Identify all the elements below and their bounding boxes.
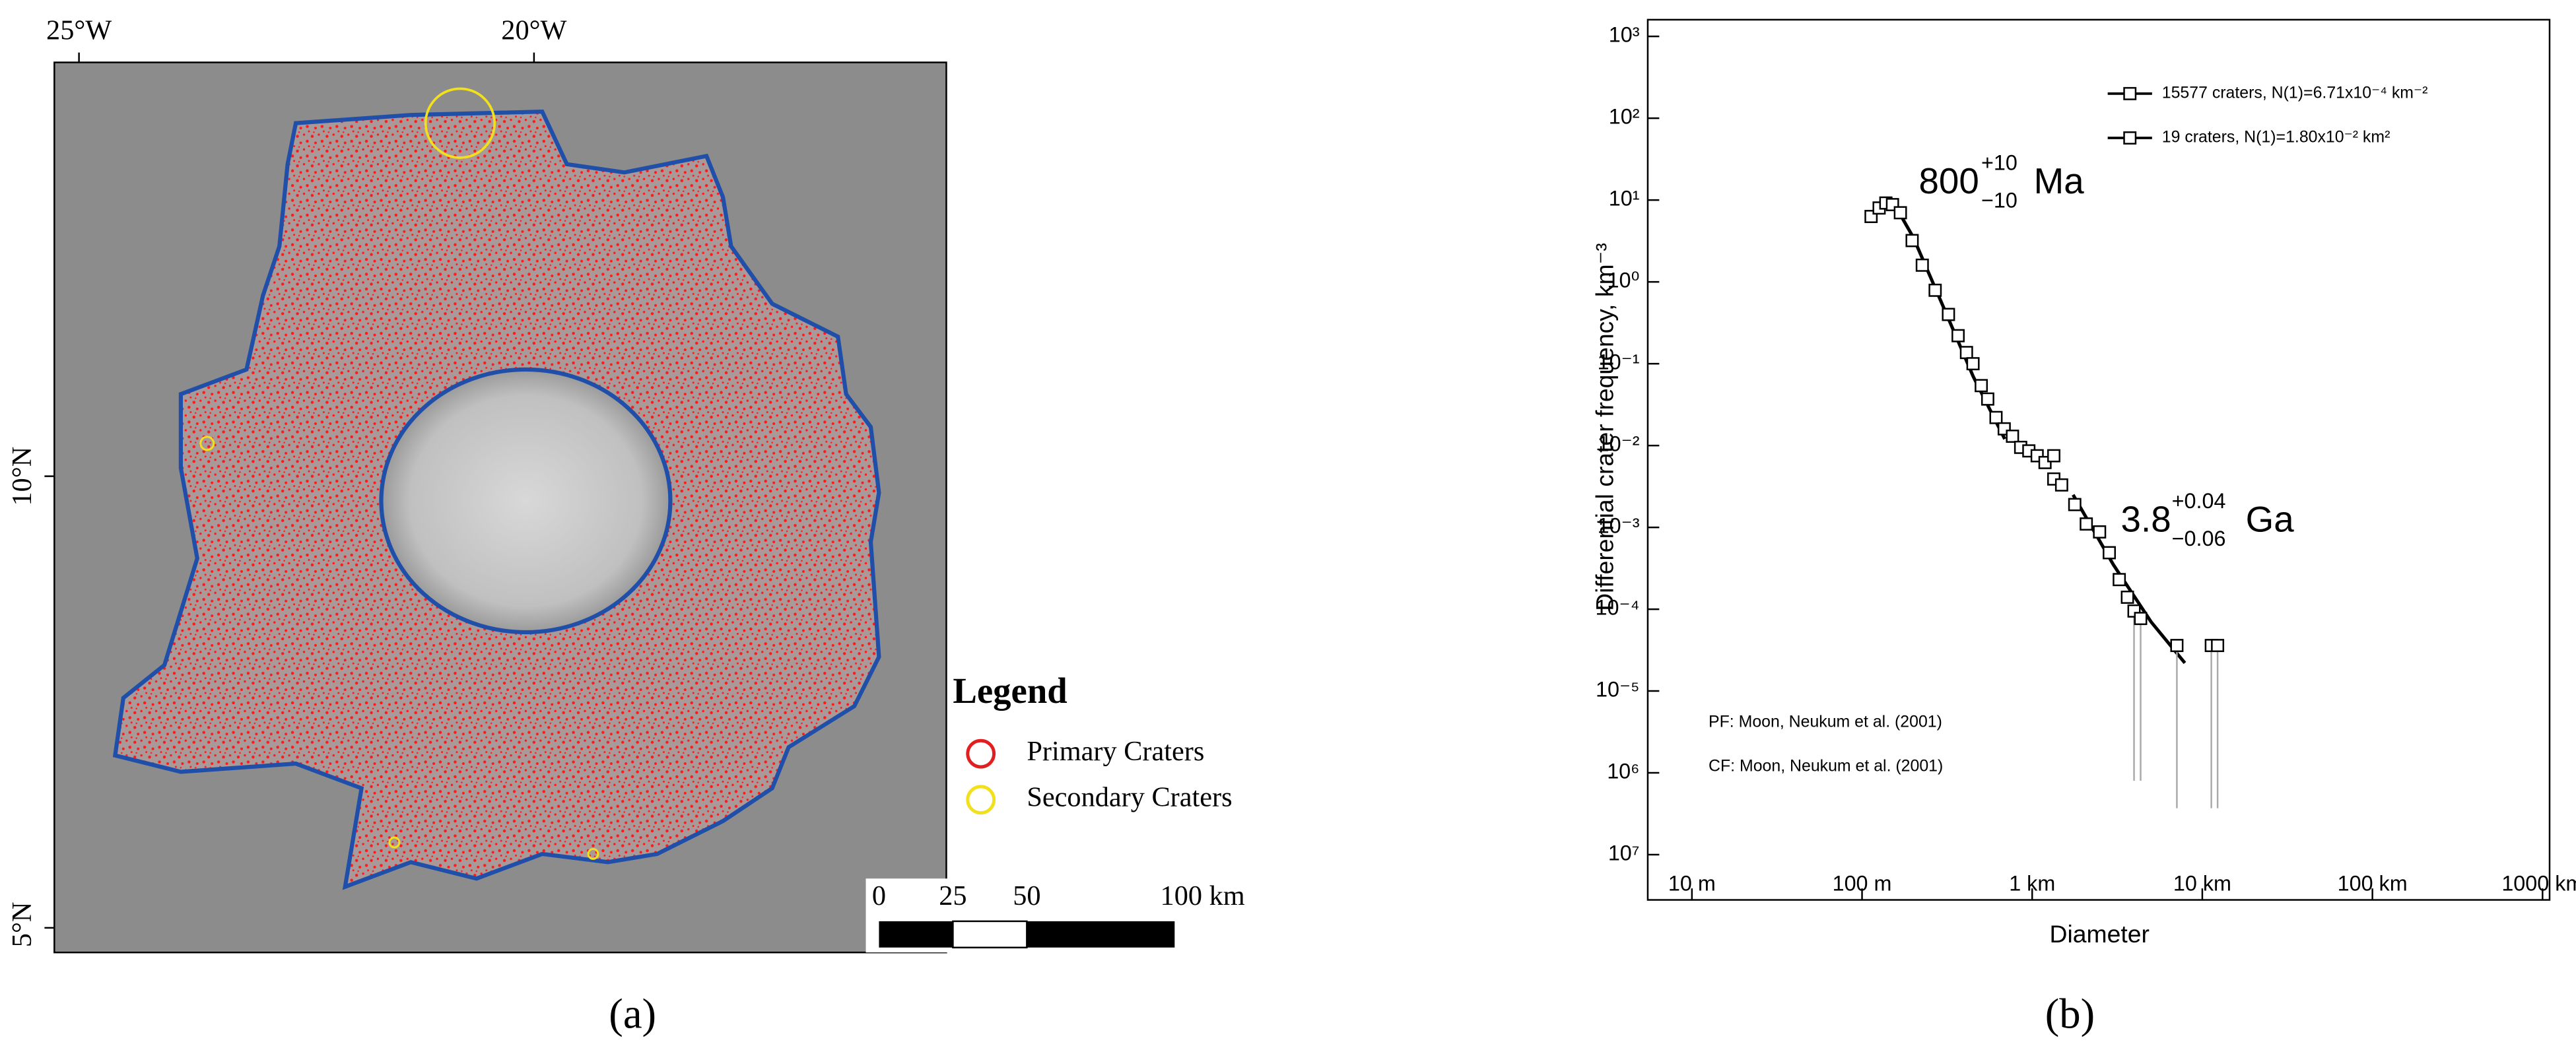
data-point — [2134, 612, 2148, 626]
data-point — [1981, 392, 1994, 406]
caption: (a) — [609, 990, 656, 1037]
data-point — [1966, 357, 1980, 371]
annotation: PF: Moon, Neukum et al. (2001) — [1709, 712, 1942, 731]
data-point — [2211, 639, 2225, 653]
data-point — [1975, 379, 1988, 393]
legend-label: Secondary Craters — [1027, 781, 1232, 812]
y-tick-label: 10² — [1609, 105, 1640, 129]
y-tick-label: 10⁶ — [1607, 760, 1639, 783]
annotation: −10 — [1981, 189, 2017, 213]
scale-label: 50 — [1013, 880, 1040, 911]
lat-label: 10°N — [7, 447, 38, 506]
lon-label: 20°W — [501, 15, 566, 46]
scale-segment — [879, 921, 953, 948]
secondary-crater — [424, 87, 496, 159]
legend-label: 19 craters, N(1)=1.80x10⁻² km² — [2162, 128, 2390, 147]
map-legend: Primary Craters Secondary Craters — [966, 736, 1233, 815]
data-point — [1905, 234, 1919, 247]
y-tick-label: 10⁻⁵ — [1596, 678, 1639, 702]
x-tick-label: 10 km — [2173, 872, 2231, 896]
x-axis-label: Diameter — [2050, 920, 2150, 948]
legend-label: Primary Craters — [1027, 736, 1204, 767]
y-tick-label: 10⁻⁴ — [1596, 596, 1640, 620]
data-point — [1951, 329, 1965, 343]
legend-title: Legend — [953, 671, 1067, 711]
y-tick-label: 10⁻² — [1598, 432, 1640, 456]
plot-frame — [1646, 18, 2551, 901]
data-point — [2113, 573, 2126, 587]
secondary-crater — [587, 847, 599, 860]
data-point — [2006, 430, 2019, 443]
legend-swatch — [966, 785, 996, 815]
y-tick-label: 10⁻¹ — [1598, 350, 1640, 374]
secondary-crater — [199, 436, 215, 451]
scale-label: 25 — [939, 880, 966, 911]
data-point — [2080, 517, 2093, 531]
annotation: CF: Moon, Neukum et al. (2001) — [1709, 757, 1943, 775]
annotation: Ga — [2246, 499, 2295, 540]
x-tick-label: 100 m — [1833, 872, 1892, 896]
data-point — [2054, 478, 2068, 492]
annotation: 3.8 — [2121, 499, 2171, 540]
data-point — [2103, 546, 2117, 560]
annotation: +0.04 — [2172, 489, 2226, 513]
annotation: 800 — [1918, 160, 1979, 201]
legend-label: 15577 craters, N(1)=6.71x10⁻⁴ km⁻² — [2162, 83, 2428, 102]
scale-segment — [1027, 921, 1175, 948]
x-tick-label: 10 m — [1668, 872, 1716, 896]
chart: 800 +10 −10 Ma 3.8 +0.04 −0.06 Ga PF: Mo… — [1591, 18, 2576, 1037]
data-point — [2047, 449, 2060, 463]
annotation: +10 — [1981, 150, 2017, 174]
lat-label: 5°N — [7, 902, 38, 948]
data-point — [2120, 590, 2134, 604]
x-tick-label: 100 km — [2338, 872, 2408, 896]
data-point — [1915, 258, 1929, 272]
y-axis-label: Differential crater frequency, km⁻³ — [1591, 243, 1619, 610]
legend-swatch — [966, 738, 996, 769]
data-point — [2170, 639, 2184, 653]
crater-floor — [379, 367, 673, 635]
scale-label: 100 km — [1161, 880, 1245, 911]
data-point — [1959, 346, 1973, 360]
data-point — [1928, 283, 1942, 297]
data-point — [1893, 206, 1907, 220]
legend-marker — [2123, 86, 2137, 100]
y-tick-label: 10¹ — [1609, 187, 1640, 211]
data-point — [1942, 308, 1955, 321]
data-point — [2093, 525, 2107, 539]
map: 25°W 20°W 10°N 5°N Legend Primary Crater… — [7, 15, 1257, 1037]
annotation: Ma — [2034, 160, 2085, 201]
data-point — [1989, 410, 2003, 424]
data-point — [2068, 498, 2082, 511]
y-tick-label: 10⁻³ — [1598, 514, 1640, 538]
x-tick-label: 1 km — [2009, 872, 2055, 896]
caption: (b) — [2045, 990, 2095, 1037]
lon-label: 25°W — [46, 15, 112, 46]
y-tick-label: 10⁰ — [1608, 269, 1640, 292]
legend-marker — [2123, 131, 2137, 145]
y-tick-label: 10⁷ — [1608, 841, 1640, 865]
scale-segment — [952, 920, 1028, 948]
annotation: −0.06 — [2172, 527, 2226, 550]
y-tick-label: 10³ — [1609, 23, 1640, 47]
x-tick-label: 1000 km — [2501, 872, 2576, 896]
secondary-crater — [388, 836, 401, 849]
scale-label: 0 — [872, 880, 886, 911]
